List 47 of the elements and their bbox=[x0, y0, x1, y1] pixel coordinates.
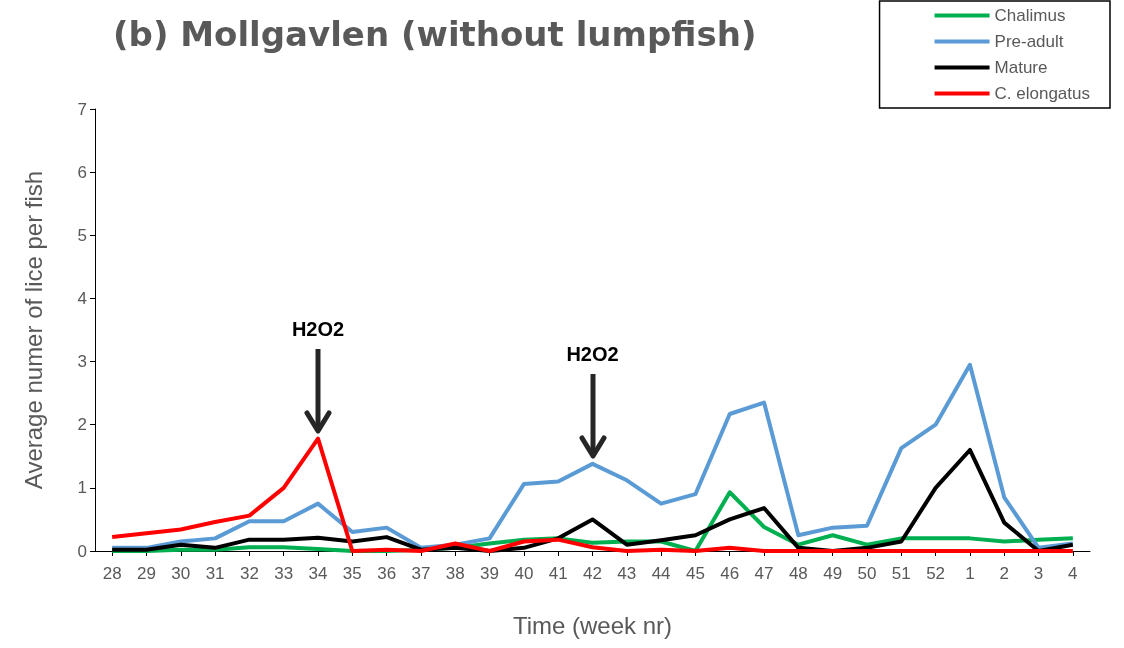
legend-label: C. elongatus bbox=[994, 84, 1090, 103]
x-tick-label: 48 bbox=[788, 564, 808, 583]
x-tick-label: 51 bbox=[891, 564, 911, 583]
x-axis-title: Time (week nr) bbox=[512, 611, 673, 639]
x-tick-label: 33 bbox=[274, 564, 294, 583]
x-tick-label: 28 bbox=[102, 564, 122, 583]
legend-label: Chalimus bbox=[994, 6, 1066, 25]
y-tick-label: 1 bbox=[77, 478, 87, 498]
y-tick-label: 7 bbox=[77, 99, 87, 119]
x-tick-label: 49 bbox=[823, 564, 843, 583]
x-tick-label: 3 bbox=[1033, 564, 1044, 583]
legend-label: Pre-adult bbox=[994, 32, 1064, 51]
y-axis-title: Average numer of lice per fish bbox=[19, 170, 47, 490]
x-tick-label: 40 bbox=[514, 564, 534, 583]
x-tick-label: 34 bbox=[308, 564, 328, 583]
y-tick-label: 6 bbox=[77, 162, 87, 182]
x-tick-label: 44 bbox=[651, 564, 671, 583]
x-tick-label: 45 bbox=[685, 564, 705, 583]
x-tick-label: 4 bbox=[1068, 564, 1078, 583]
chart-title: (b) Mollgavlen (without lumpfish) bbox=[113, 14, 757, 54]
x-tick-label: 41 bbox=[548, 564, 568, 583]
x-tick-label: 31 bbox=[205, 564, 225, 583]
x-tick-label: 35 bbox=[342, 564, 362, 583]
x-tick-label: 50 bbox=[857, 564, 877, 583]
legend-label: Mature bbox=[994, 58, 1048, 77]
y-tick-label: 5 bbox=[77, 225, 87, 245]
x-tick-label: 36 bbox=[377, 564, 397, 583]
y-tick-label: 4 bbox=[77, 288, 87, 308]
x-tick-label: 1 bbox=[965, 564, 975, 583]
x-tick-label: 38 bbox=[445, 564, 465, 583]
x-tick-label: 30 bbox=[171, 564, 191, 583]
x-tick-label: 37 bbox=[411, 564, 431, 583]
x-tick-label: 46 bbox=[720, 564, 740, 583]
y-tick-label: 0 bbox=[77, 541, 87, 561]
x-tick-label: 39 bbox=[480, 564, 500, 583]
annotation: H2O2 bbox=[566, 341, 619, 366]
y-tick-label: 3 bbox=[77, 352, 87, 372]
x-tick-label: 32 bbox=[239, 564, 259, 583]
line-series bbox=[110, 362, 1075, 550]
x-tick-label: 2 bbox=[999, 564, 1009, 583]
x-tick-label: 29 bbox=[137, 564, 156, 583]
x-tick-label: 43 bbox=[617, 564, 637, 583]
x-tick-label: 52 bbox=[926, 564, 946, 583]
y-tick-label: 2 bbox=[77, 415, 87, 435]
x-tick-label: 42 bbox=[583, 564, 602, 583]
annotation: H2O2 bbox=[291, 316, 345, 341]
x-tick-label: 47 bbox=[754, 564, 774, 583]
